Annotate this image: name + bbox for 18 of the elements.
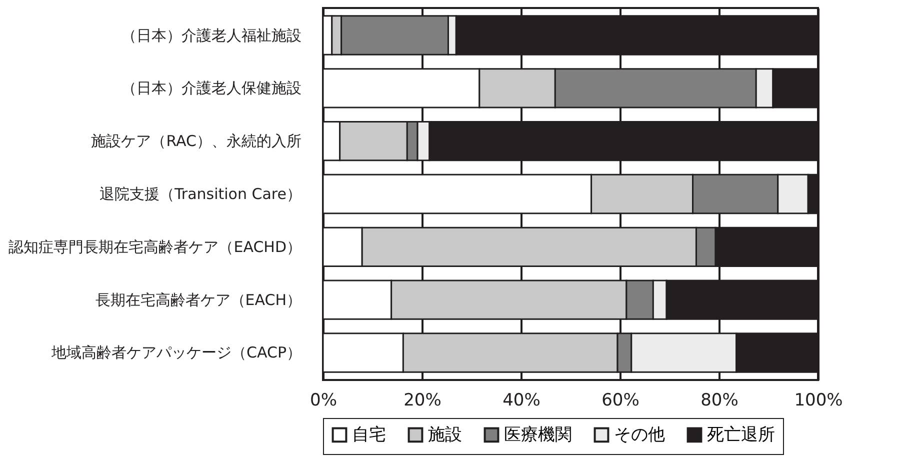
legend-label: 自宅 bbox=[352, 424, 386, 445]
y-tick-label: 退院支援（Transition Care） bbox=[99, 185, 302, 203]
x-tick-label: 80% bbox=[700, 390, 738, 410]
y-tick-label: 地域高齢者ケアパッケージ（CACP） bbox=[50, 344, 302, 362]
x-tick-label: 40% bbox=[502, 390, 540, 410]
x-tick-label: 100% bbox=[794, 390, 843, 410]
y-tick-label: 長期在宅高齢者ケア（EACH） bbox=[95, 290, 302, 309]
legend-label: 医療機関 bbox=[504, 424, 572, 445]
y-tick-label: 施設ケア（RAC）、永続的入所 bbox=[91, 132, 302, 150]
x-tick-label: 20% bbox=[404, 390, 442, 410]
y-tick-label: （日本）介護老人福祉施設 bbox=[122, 26, 302, 44]
legend-label: その他 bbox=[614, 424, 665, 445]
y-tick-label: 認知症専門長期在宅高齢者ケア（EACHD） bbox=[8, 238, 302, 256]
x-tick-label: 0% bbox=[310, 390, 337, 410]
legend-label: 施設 bbox=[428, 424, 462, 445]
y-tick-label: （日本）介護老人保健施設 bbox=[122, 79, 302, 98]
legend-label: 死亡退所 bbox=[707, 424, 775, 445]
x-tick-label: 60% bbox=[602, 390, 640, 410]
